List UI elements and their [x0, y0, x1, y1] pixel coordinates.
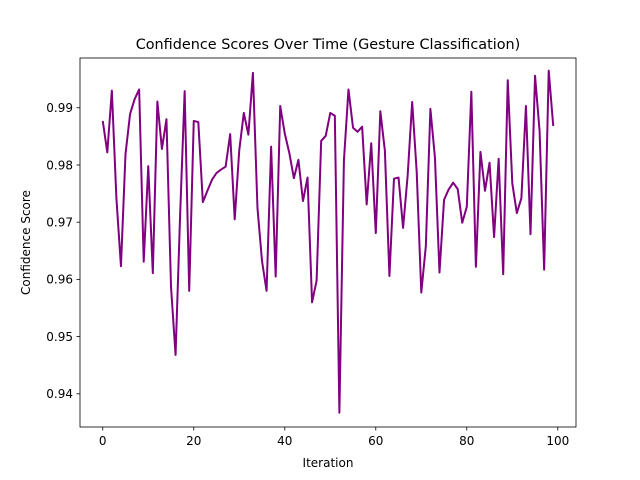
- chart-title: Confidence Scores Over Time (Gesture Cla…: [136, 37, 521, 53]
- y-tick-label: 0.94: [46, 387, 73, 401]
- axes-frame: [79, 57, 577, 428]
- y-tick-label: 0.99: [46, 101, 73, 115]
- y-tick-label: 0.96: [46, 273, 73, 287]
- series-line: [101, 69, 555, 414]
- x-axis-label: Iteration: [303, 456, 354, 470]
- y-axis-label: Confidence Score: [19, 190, 33, 295]
- y-tick-label: 0.97: [46, 215, 73, 229]
- x-tick-label: 0: [99, 434, 107, 448]
- y-tick-label: 0.95: [46, 330, 73, 344]
- x-tick-label: 20: [186, 434, 201, 448]
- x-tick-label: 80: [459, 434, 474, 448]
- x-tick-label: 40: [277, 434, 292, 448]
- y-tick-label: 0.98: [46, 158, 73, 172]
- x-tick-label: 60: [368, 434, 383, 448]
- x-tick-label: 100: [546, 434, 569, 448]
- y-axis-ticks: 0.94 0.95 0.96 0.97 0.98 0.99: [46, 101, 80, 401]
- x-axis-ticks: 0 20 40 60 80 100: [99, 427, 569, 448]
